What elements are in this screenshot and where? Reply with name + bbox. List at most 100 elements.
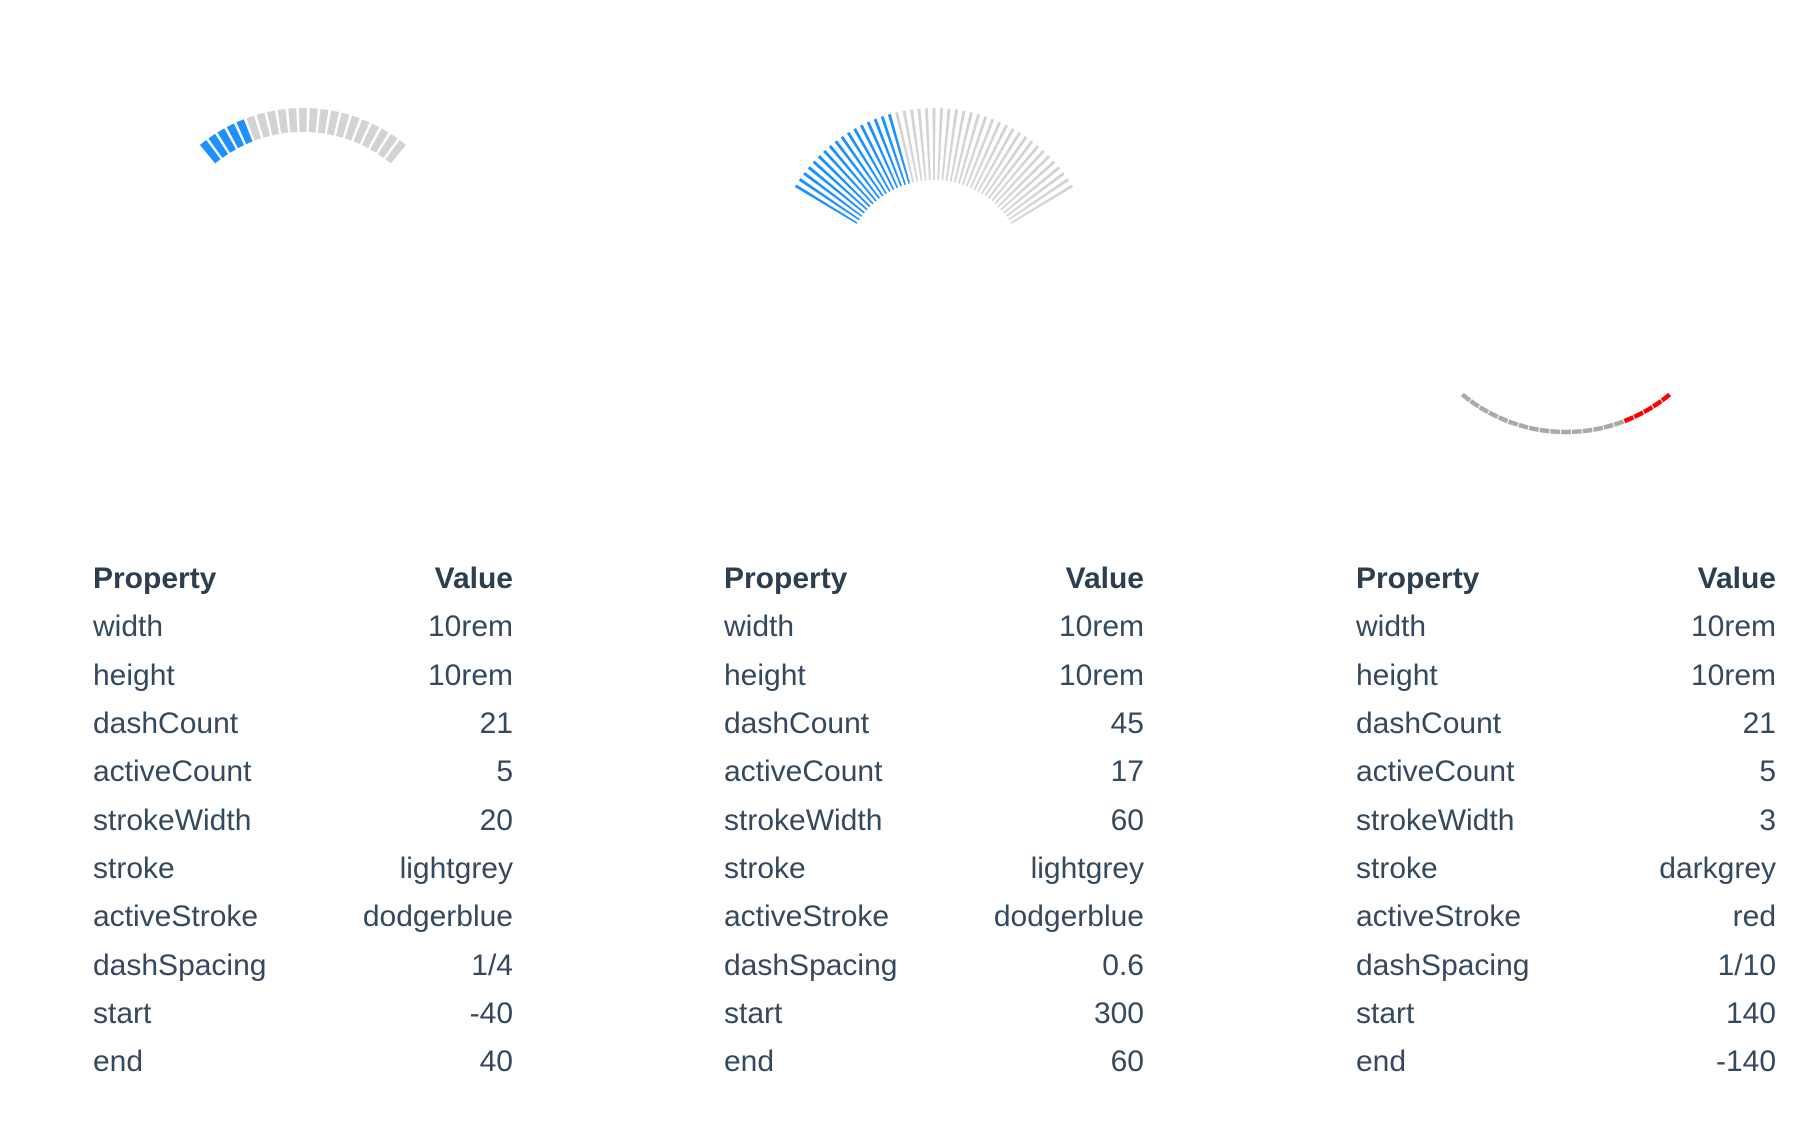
property-value: lightgrey	[1030, 851, 1144, 885]
gauge-dash	[1507, 419, 1519, 427]
gauge-dash-active	[803, 172, 863, 217]
property-column-header: Property	[724, 562, 848, 596]
property-value: 0.6	[1102, 948, 1144, 982]
gauge-1-container	[93, 60, 513, 480]
gauge-dash	[962, 116, 988, 186]
gauge-dash	[945, 109, 959, 181]
gauge-dash-active	[834, 140, 881, 199]
property-value: 60	[1110, 803, 1144, 837]
gauge-dash	[266, 110, 280, 136]
gauge-dash-active	[840, 135, 884, 197]
property-name: dashCount	[1356, 707, 1502, 741]
gauge-dash	[953, 112, 973, 183]
gauge-dash	[1613, 419, 1625, 427]
property-name: width	[1356, 610, 1427, 644]
table-row: activeStroke dodgerblue	[93, 893, 513, 941]
property-name: dashCount	[93, 707, 239, 741]
table-row: dashCount 21	[1356, 700, 1776, 748]
gauge-dash	[958, 113, 981, 184]
gauge-dash	[1571, 429, 1582, 435]
gauge-dash	[335, 112, 350, 138]
table-row: dashCount 21	[93, 700, 513, 748]
table-header-row: Property Value	[1356, 555, 1776, 603]
table-row: activeStroke red	[1356, 893, 1776, 941]
gauge-dash	[1008, 178, 1070, 221]
table-row: height 10rem	[1356, 652, 1776, 700]
gauge-dash-active	[1633, 410, 1645, 419]
gauge-dash-active	[236, 119, 253, 145]
gauge-dash	[246, 115, 262, 141]
table-row: dashCount 45	[724, 700, 1144, 748]
gauge-dash-active	[880, 116, 906, 186]
gauge-dash-active	[794, 184, 858, 224]
property-name: end	[93, 1045, 144, 1079]
gauge-dash	[1497, 415, 1509, 424]
gauge-dash	[941, 108, 951, 181]
gauge-dash	[987, 140, 1034, 199]
gauge-dash	[377, 133, 398, 158]
gauge-3-container	[1356, 60, 1776, 480]
gauge-dash	[353, 119, 370, 145]
property-name: dashSpacing	[724, 948, 898, 982]
gauge-dash-active	[199, 140, 221, 164]
gauge-dash-active	[823, 149, 874, 205]
table-row: strokeWidth 20	[93, 796, 513, 844]
gauge-dash	[370, 128, 389, 153]
table-row: strokeWidth 60	[724, 796, 1144, 844]
property-value: red	[1732, 900, 1776, 934]
property-value: 300	[1093, 996, 1144, 1030]
gauge-dash	[1550, 429, 1561, 435]
property-name: width	[93, 610, 164, 644]
gauge-dash	[1592, 425, 1604, 432]
gauge-dash	[1487, 410, 1499, 419]
gauge-dash-active	[887, 113, 910, 184]
gauge-dash	[949, 110, 966, 182]
gauge-dash-active	[807, 166, 865, 214]
property-value: 60	[1110, 1045, 1144, 1079]
gauge-dash	[1518, 422, 1529, 430]
property-value: -140	[1715, 1045, 1776, 1079]
property-value: 1/4	[471, 948, 513, 982]
table-row: start -40	[93, 990, 513, 1038]
property-name: width	[724, 610, 795, 644]
gauge-dash-active	[208, 133, 229, 158]
property-name: stroke	[724, 851, 806, 885]
gauge-dash	[965, 118, 995, 187]
table-row: dashSpacing 1/4	[93, 941, 513, 989]
gauge-dash	[344, 115, 360, 141]
property-value: lightgrey	[399, 851, 513, 885]
property-value: 40	[479, 1045, 513, 1079]
gauge-dash	[1478, 405, 1490, 414]
property-name: stroke	[93, 851, 175, 885]
gauge-dash-active	[828, 144, 877, 202]
gauge-dash	[277, 108, 289, 134]
property-value: 140	[1725, 996, 1776, 1030]
gauge-2-property-table: Property Value width 10rem height 10rem da…	[724, 555, 1144, 1086]
table-row: height 10rem	[724, 652, 1144, 700]
property-name: start	[1356, 996, 1415, 1030]
gauge-panel-3: Property Value width 10rem height 10rem da…	[1356, 0, 1776, 1144]
property-name: end	[1356, 1045, 1407, 1079]
gauge-dash-active	[217, 128, 236, 153]
table-row: activeCount 5	[93, 748, 513, 796]
table-row: end 60	[724, 1038, 1144, 1086]
property-value: 20	[479, 803, 513, 837]
gauge-dash	[937, 108, 944, 181]
property-name: end	[724, 1045, 775, 1079]
gauge-dash	[1003, 166, 1061, 214]
gauge-dash-active	[812, 160, 868, 211]
property-value: 5	[496, 755, 513, 789]
gauge-dash	[895, 112, 915, 183]
property-name: height	[93, 658, 175, 692]
gauge-dash	[980, 131, 1022, 195]
gauge-dash	[1469, 399, 1481, 409]
property-value: 3	[1759, 803, 1776, 837]
table-row: strokeWidth 3	[1356, 796, 1776, 844]
property-name: strokeWidth	[724, 803, 883, 837]
gauge-dash	[932, 108, 936, 180]
property-value: 21	[1742, 707, 1776, 741]
gauge-2-container	[724, 60, 1144, 480]
property-value: darkgrey	[1659, 851, 1776, 885]
gauge-dash	[917, 108, 927, 181]
property-name: strokeWidth	[93, 803, 252, 837]
